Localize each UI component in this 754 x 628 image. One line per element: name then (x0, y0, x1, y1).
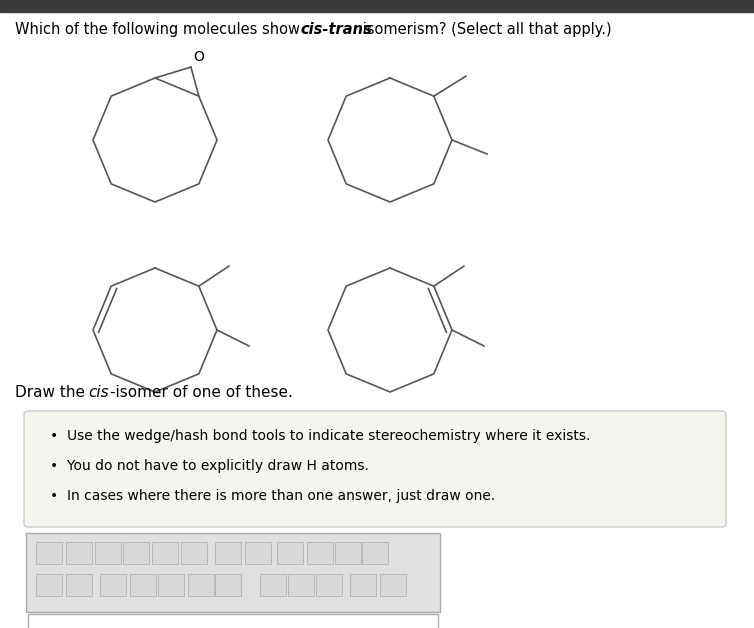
FancyBboxPatch shape (24, 411, 726, 527)
Bar (380, 574, 406, 596)
Bar (66, 574, 92, 596)
Bar (335, 542, 361, 564)
Bar (66, 542, 92, 564)
Bar (36, 542, 62, 564)
Bar (95, 542, 121, 564)
Text: Which of the following molecules show: Which of the following molecules show (15, 22, 305, 37)
Bar (36, 574, 62, 596)
Bar (152, 542, 178, 564)
Text: •  Use the wedge/hash bond tools to indicate stereochemistry where it exists.: • Use the wedge/hash bond tools to indic… (50, 429, 590, 443)
Bar (28, 614, 438, 628)
Bar (362, 542, 388, 564)
Bar (0, 0, 754, 12)
Bar (245, 542, 271, 564)
FancyBboxPatch shape (26, 533, 440, 612)
Text: cis: cis (88, 385, 109, 400)
Bar (188, 574, 214, 596)
Text: •  You do not have to explicitly draw H atoms.: • You do not have to explicitly draw H a… (50, 459, 369, 473)
Bar (307, 542, 333, 564)
Text: •  In cases where there is more than one answer, just draw one.: • In cases where there is more than one … (50, 489, 495, 503)
Bar (288, 574, 314, 596)
Bar (181, 542, 207, 564)
Bar (260, 574, 286, 596)
Text: -isomer of one of these.: -isomer of one of these. (110, 385, 293, 400)
Bar (316, 574, 342, 596)
Bar (100, 574, 126, 596)
Text: O: O (193, 50, 204, 64)
Bar (215, 574, 241, 596)
Bar (158, 574, 184, 596)
Text: isomerism? (Select all that apply.): isomerism? (Select all that apply.) (358, 22, 611, 37)
Text: cis-trans: cis-trans (300, 22, 372, 37)
Bar (123, 542, 149, 564)
Bar (130, 574, 156, 596)
Text: Draw the: Draw the (15, 385, 90, 400)
Bar (277, 542, 303, 564)
Bar (350, 574, 376, 596)
Bar (215, 542, 241, 564)
